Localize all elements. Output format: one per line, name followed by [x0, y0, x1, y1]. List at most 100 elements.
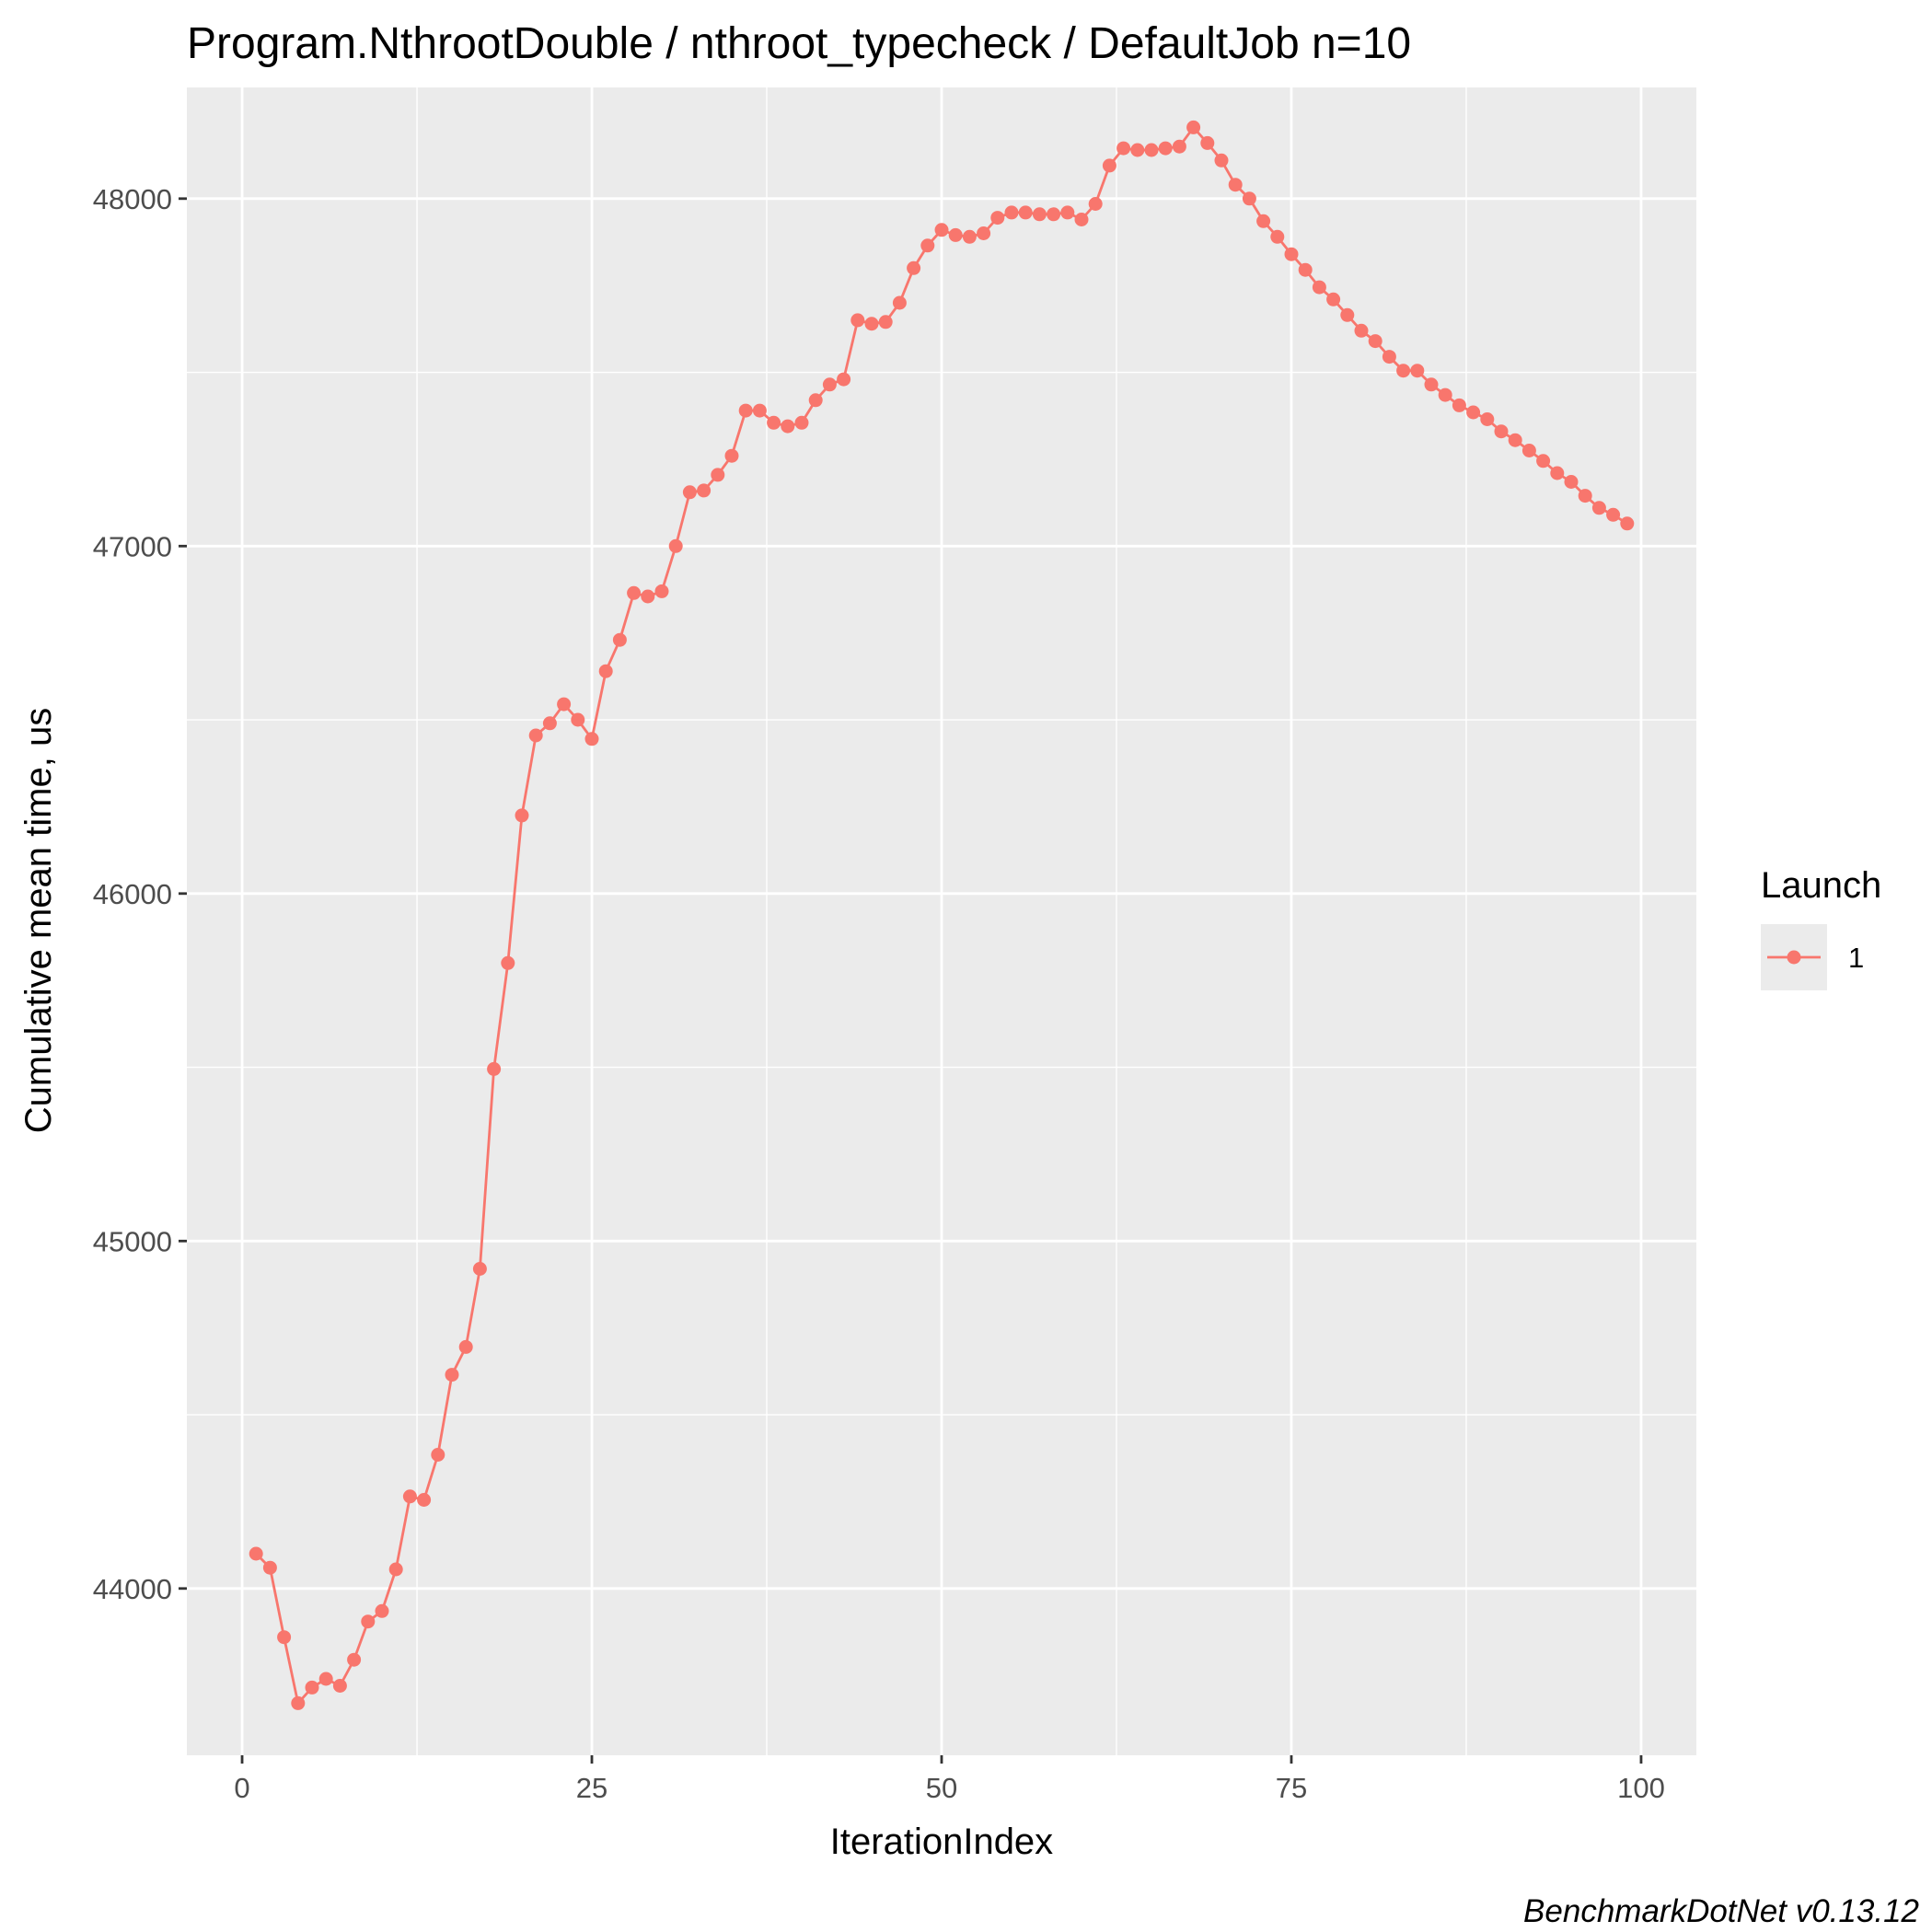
data-point — [1452, 398, 1466, 412]
data-point — [1130, 143, 1145, 157]
data-point — [1298, 262, 1313, 277]
data-point — [808, 393, 823, 408]
data-point — [388, 1562, 403, 1577]
data-point — [487, 1061, 502, 1076]
data-point — [542, 716, 557, 731]
x-tick-label: 50 — [926, 1772, 957, 1804]
data-point — [305, 1680, 319, 1695]
data-point — [948, 227, 963, 242]
data-point — [1494, 424, 1509, 439]
data-point — [1172, 139, 1186, 154]
caption: BenchmarkDotNet v0.13.12 — [1523, 1893, 1919, 1929]
data-point — [724, 448, 739, 463]
data-point — [1396, 364, 1411, 378]
data-point — [458, 1339, 473, 1354]
data-point — [445, 1368, 459, 1382]
data-point — [767, 415, 781, 430]
data-point — [557, 697, 572, 711]
y-axis-title: Cumulative mean time, us — [18, 708, 59, 1133]
x-tick-label: 75 — [1276, 1772, 1307, 1804]
data-point — [878, 315, 893, 330]
data-point — [1564, 475, 1579, 489]
major-grid — [187, 87, 1696, 1755]
data-point — [850, 313, 865, 328]
data-point — [977, 226, 991, 240]
data-point — [318, 1672, 333, 1686]
data-point — [347, 1652, 362, 1667]
data-point — [920, 238, 935, 253]
legend-label: 1 — [1848, 942, 1864, 974]
data-point — [1214, 153, 1229, 168]
data-point — [1074, 213, 1089, 226]
data-point — [837, 372, 851, 387]
data-point — [431, 1448, 445, 1462]
data-point — [907, 260, 921, 275]
data-point — [697, 483, 711, 498]
data-point — [752, 403, 767, 418]
data-point — [711, 468, 725, 482]
data-point — [1116, 141, 1131, 156]
data-point — [990, 211, 1005, 226]
data-point — [1591, 501, 1606, 515]
data-point — [417, 1493, 432, 1507]
data-point — [249, 1546, 263, 1561]
data-point — [262, 1560, 277, 1575]
data-point — [501, 955, 515, 970]
data-point — [738, 403, 753, 418]
data-point — [1018, 205, 1033, 220]
data-point — [864, 317, 879, 331]
data-point — [962, 229, 977, 244]
data-point — [668, 538, 683, 553]
data-point — [822, 377, 837, 392]
data-point — [1060, 205, 1075, 220]
data-point — [1270, 229, 1285, 244]
y-tick-label: 46000 — [93, 878, 172, 910]
data-point — [1200, 135, 1215, 150]
data-point — [1480, 412, 1495, 426]
data-point — [1032, 207, 1047, 222]
y-tick-label: 44000 — [93, 1573, 172, 1605]
x-axis-title: IterationIndex — [830, 1822, 1053, 1862]
y-tick-label: 45000 — [93, 1225, 172, 1257]
data-point — [794, 415, 809, 430]
x-tick-label: 0 — [234, 1772, 249, 1804]
data-point — [1242, 191, 1256, 206]
data-point — [472, 1262, 487, 1276]
data-point — [1368, 334, 1382, 349]
data-point — [277, 1630, 292, 1645]
y-tick-label: 48000 — [93, 183, 172, 215]
data-point — [1284, 247, 1299, 261]
data-point — [1438, 388, 1452, 402]
data-point — [1410, 364, 1425, 378]
data-point — [682, 485, 697, 500]
data-point — [1354, 323, 1369, 338]
data-point — [781, 419, 795, 434]
data-point — [654, 584, 669, 598]
y-axis-ticks: 44000 45000 46000 47000 48000 — [93, 183, 187, 1605]
data-point — [1158, 141, 1173, 156]
data-point — [612, 632, 627, 647]
data-point — [375, 1603, 389, 1618]
data-point — [1047, 207, 1061, 222]
data-point — [571, 712, 585, 727]
data-point — [402, 1489, 417, 1504]
data-point — [934, 223, 949, 237]
legend-title: Launch — [1761, 865, 1881, 906]
data-point — [1550, 466, 1565, 480]
legend-key-point — [1787, 950, 1801, 965]
data-point — [332, 1679, 347, 1693]
data-point — [1256, 214, 1271, 228]
data-point — [1508, 433, 1522, 447]
x-tick-label: 25 — [576, 1772, 607, 1804]
data-point — [1578, 489, 1592, 503]
data-point — [1004, 205, 1019, 220]
data-point — [1536, 454, 1551, 469]
data-point — [1340, 307, 1355, 322]
data-point — [1466, 405, 1481, 420]
series-layer — [249, 120, 1635, 1710]
data-point — [892, 295, 907, 310]
data-point — [1144, 143, 1159, 157]
data-point — [598, 664, 613, 678]
data-point — [627, 585, 642, 600]
